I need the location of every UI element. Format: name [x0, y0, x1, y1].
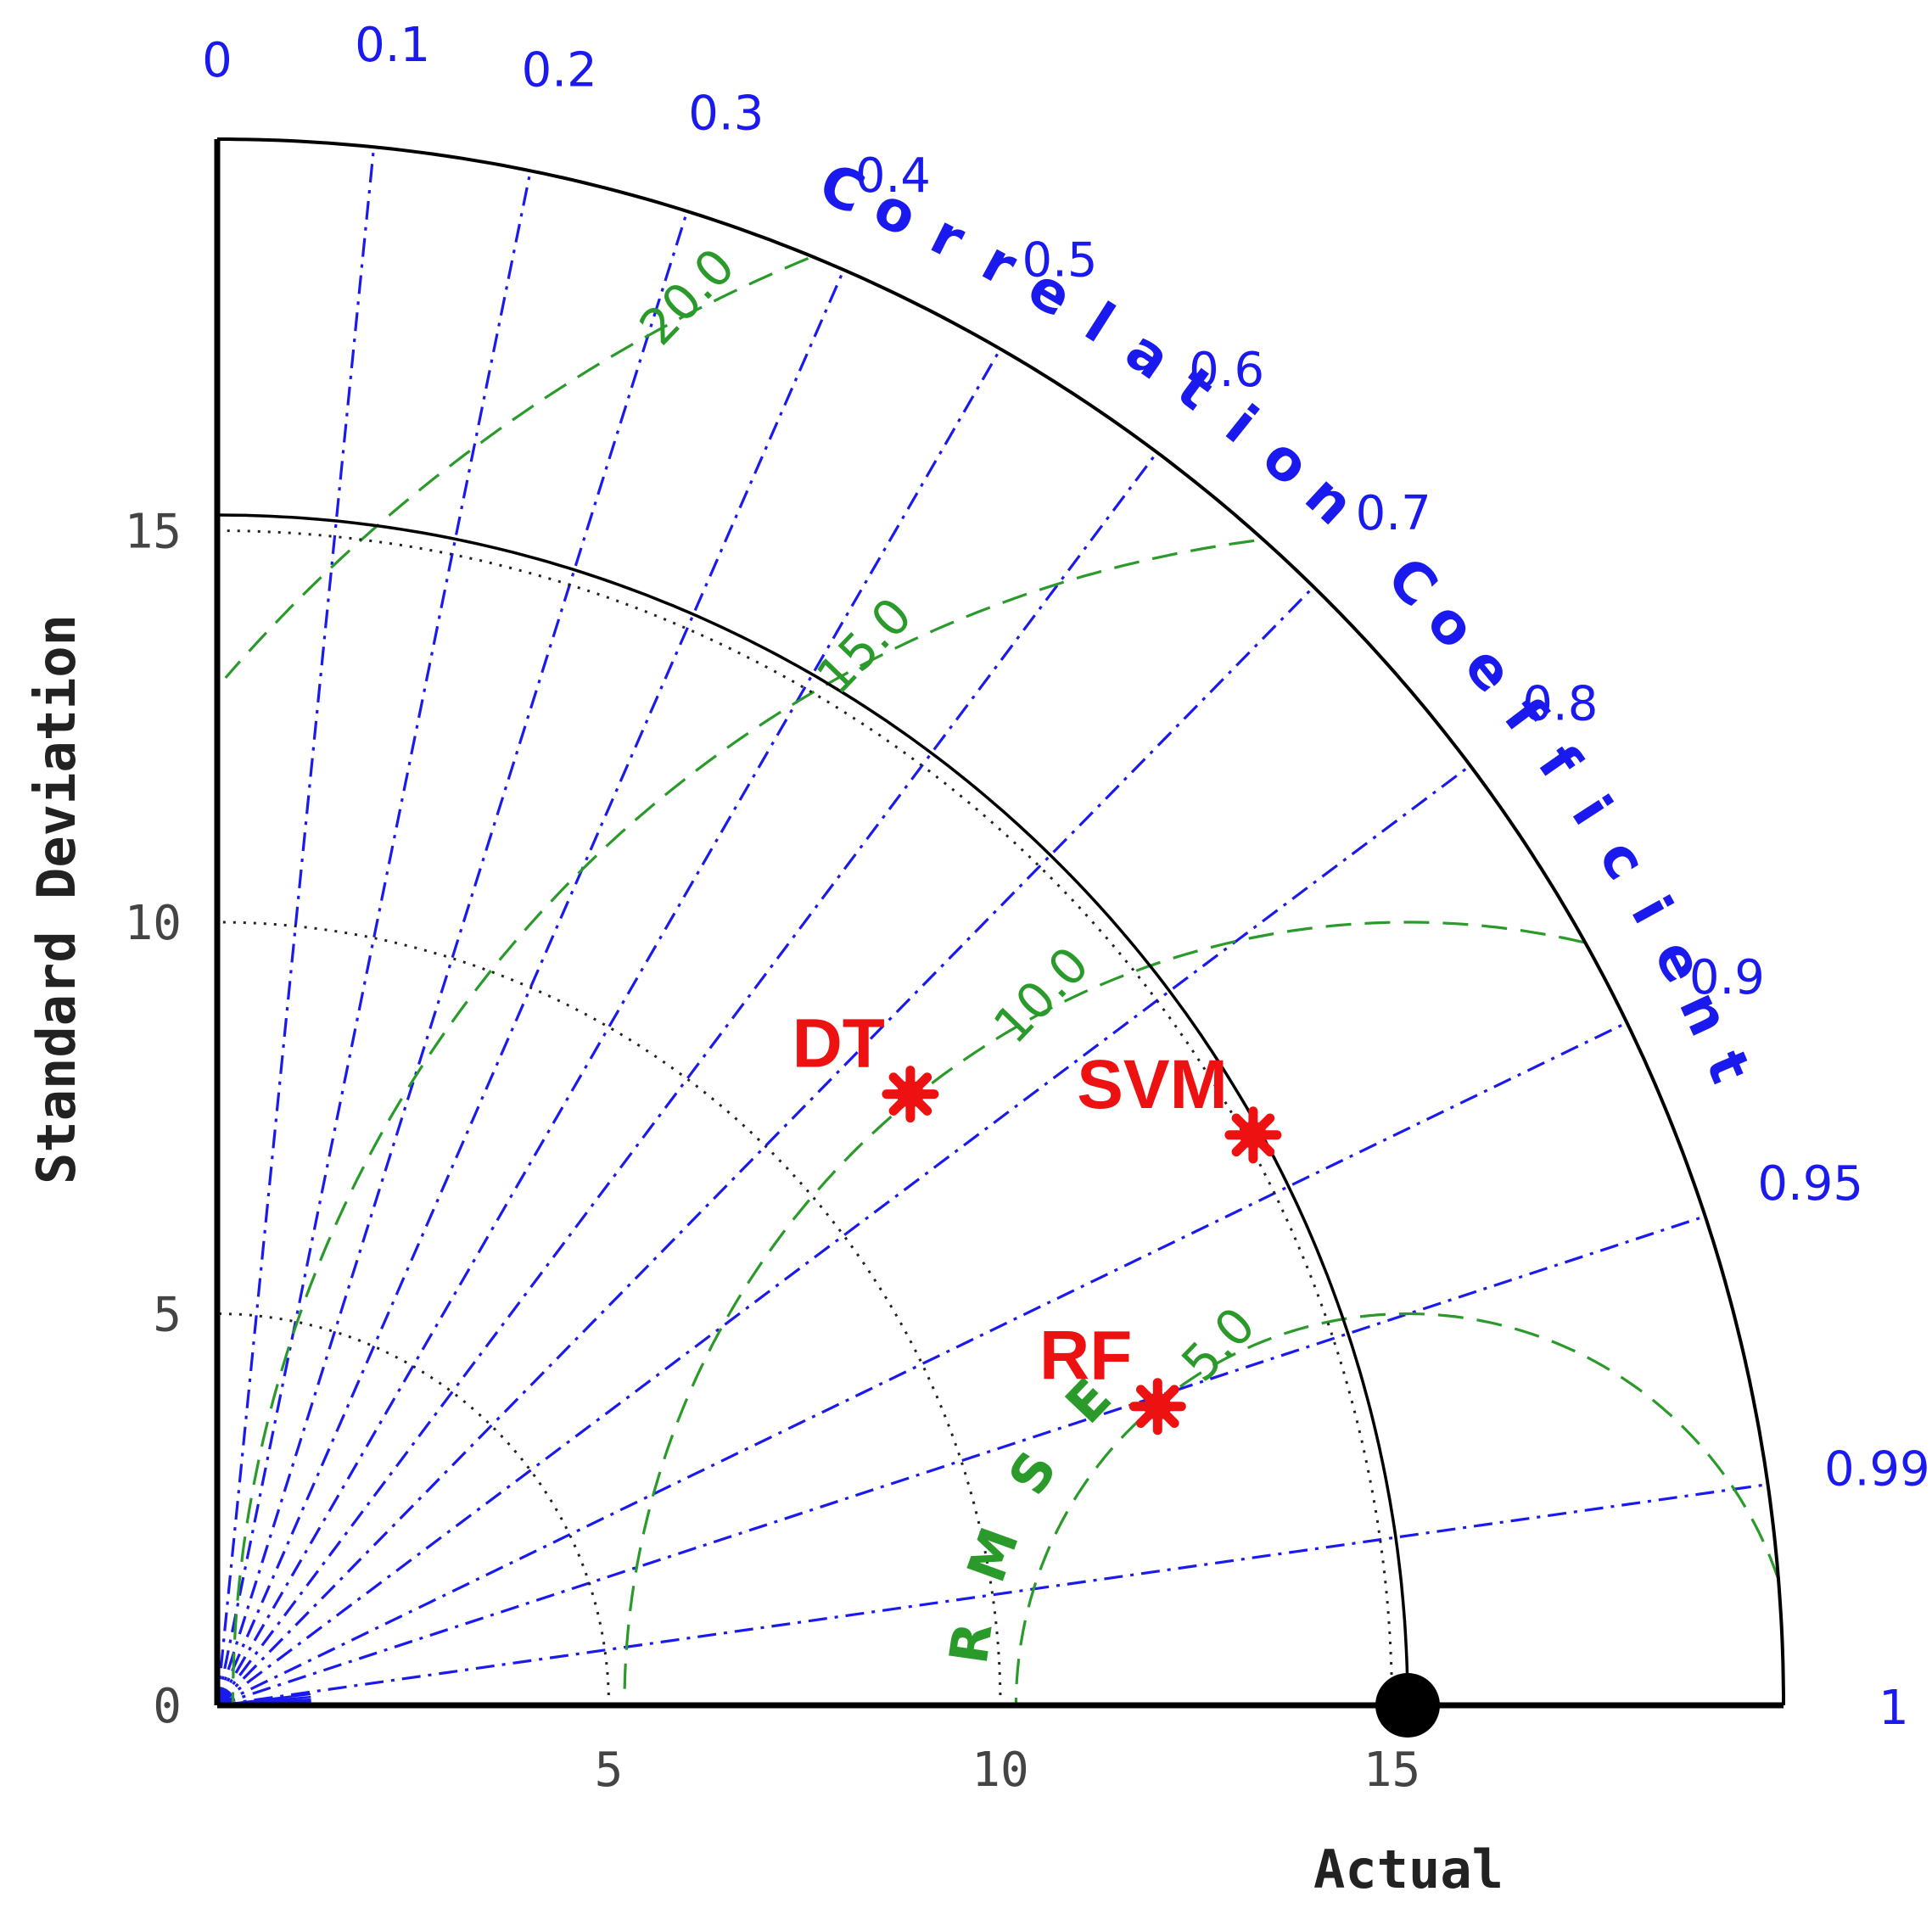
- correlation-tick-label: 0.8: [1522, 676, 1598, 731]
- correlation-tick-label: 0.99: [1824, 1442, 1930, 1497]
- correlation-line: [216, 170, 532, 1706]
- correlation-tick-label: 0.9: [1689, 950, 1765, 1005]
- y-tick-label: 0: [153, 1679, 182, 1734]
- correlation-axis-title-char: i: [1618, 886, 1684, 934]
- outer-arc: [217, 137, 1785, 1705]
- model-label: SVM: [1077, 1046, 1228, 1123]
- model-marker-core: [896, 1080, 924, 1108]
- correlation-axis-title-char: r: [921, 202, 975, 273]
- std-arc: [216, 529, 1393, 1706]
- rmse-contour: [231, 539, 1255, 1705]
- correlation-axis-title-char: o: [1414, 589, 1489, 661]
- std-arc: [217, 1312, 610, 1705]
- model-marker-core: [1239, 1121, 1267, 1149]
- reference-point: [1375, 1673, 1440, 1738]
- correlation-axis-title-char: o: [1251, 424, 1323, 499]
- correlation-axis-title-char: C: [810, 151, 873, 227]
- std-arcs: [216, 513, 1409, 1706]
- correlation-line: [216, 764, 1471, 1707]
- x-tick-label: 10: [972, 1743, 1028, 1798]
- model-point: [1128, 1378, 1186, 1436]
- correlation-axis-title-char: i: [1559, 785, 1624, 837]
- model-label: RF: [1039, 1318, 1132, 1395]
- std-arc: [217, 921, 1002, 1705]
- correlation-axis-title-char: l: [1074, 290, 1125, 355]
- correlation-line: [216, 210, 689, 1706]
- correlation-axis-title-char: e: [1452, 634, 1526, 704]
- x-tick-label: 15: [1364, 1743, 1420, 1798]
- correlation-tick-label: 0.1: [355, 18, 430, 73]
- correlation-axis-title-char: a: [1114, 317, 1182, 393]
- y-tick-label: 10: [125, 896, 182, 951]
- correlation-tick-label: 0.95: [1757, 1156, 1863, 1212]
- correlation-lines: [216, 147, 1768, 1707]
- y-axis-title: Standard Deviation: [25, 614, 87, 1184]
- reference-std-arc: [216, 513, 1409, 1706]
- correlation-line: [216, 1483, 1768, 1707]
- correlation-tick-label: 1: [1879, 1681, 1909, 1736]
- x-axis-title: Actual: [1313, 1838, 1504, 1900]
- correlation-line: [216, 451, 1158, 1706]
- correlation-axis-title-char: C: [1375, 545, 1450, 619]
- model-label: DT: [792, 1005, 885, 1083]
- rmse-contour-label: 5.0: [1170, 1296, 1266, 1393]
- correlation-tick-label: 0.4: [855, 148, 931, 204]
- model-points: DT SVM RF: [792, 1005, 1440, 1738]
- labels: 0 0.1 0.20.30.40.50.60.70.80.90.950.9915.0…: [125, 18, 1930, 1798]
- rmse-contour: [224, 257, 809, 679]
- rmse-contour-label: 15.0: [805, 586, 923, 705]
- correlation-axis-title-char: r: [972, 228, 1028, 299]
- correlation-line: [216, 1021, 1628, 1707]
- rmse-contours: [224, 257, 1779, 1705]
- axes: [214, 137, 1785, 1709]
- correlation-tick-label: 0.3: [688, 87, 764, 142]
- correlation-tick-label: 0.2: [522, 43, 597, 98]
- correlation-tick-label: 0.5: [1022, 232, 1097, 288]
- model-marker-core: [1144, 1392, 1172, 1420]
- model-point: [882, 1066, 939, 1123]
- correlation-tick-label: 0.7: [1356, 486, 1431, 541]
- correlation-tick-label: 0: [202, 33, 232, 88]
- correlation-axis-title-char: i: [1213, 393, 1269, 456]
- correlation-axis-title-char: c: [1586, 829, 1659, 891]
- y-tick-label: 5: [153, 1288, 182, 1343]
- rmse-axis-title-char: R: [938, 1619, 1005, 1668]
- correlation-axis-title-char: t: [1693, 1042, 1763, 1092]
- x-tick-label: 5: [595, 1743, 624, 1798]
- correlation-axis-title-char: f: [1526, 733, 1593, 792]
- model-point: [1224, 1106, 1282, 1164]
- rmse-axis-title-char: M: [955, 1519, 1031, 1590]
- correlation-tick-label: 0.6: [1189, 343, 1264, 398]
- rmse-axis-title-char: S: [996, 1441, 1069, 1505]
- y-tick-label: 15: [125, 505, 182, 560]
